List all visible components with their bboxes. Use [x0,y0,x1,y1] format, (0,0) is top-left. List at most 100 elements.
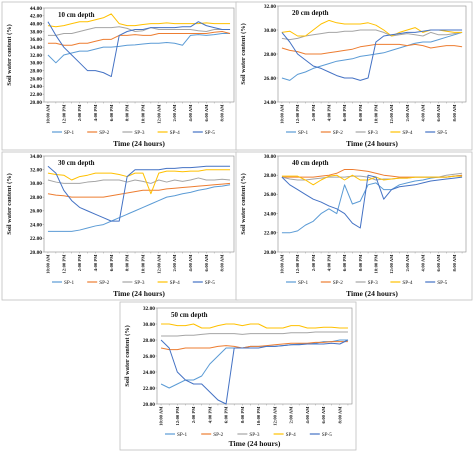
y-tick-label: 30.00 [264,28,276,34]
y-tick-label: 32.00 [30,168,42,174]
chart-panel-50cm: 20.00 22.00 24.00 26.00 28.00 30.00 32.00 10:00… [119,301,357,451]
x-tick-label: 6:00 PM [342,254,347,271]
y-tick-label: 26.00 [30,76,42,82]
x-tick-label: 8:00 PM [358,104,363,121]
x-tick-label: 8:00 PM [240,406,245,423]
chart-title: 20 cm depth [292,9,329,17]
x-tick-label: 6:00 AM [436,254,441,272]
y-tick-label: 30.00 [264,154,276,160]
x-tick-label: 2:00 PM [311,254,316,271]
y-axis-label: Soil water content (%) [240,23,247,84]
x-tick-label: 10:00 PM [374,254,379,274]
y-tick-label: 22.00 [143,386,155,392]
legend-entry: SP-2 [333,130,343,136]
panel-frame [119,301,357,451]
legend-entry: SP-3 [249,432,259,438]
chart-title: 30 cm depth [58,159,95,167]
chart-panel-40cm: 20.00 22.00 24.00 26.00 28.00 30.00 10:00 AM 12… [235,151,473,301]
y-tick-label: 24.00 [30,84,42,90]
x-tick-label: 12:00 AM [156,104,161,124]
x-tick-label: 6:00 AM [436,104,441,122]
x-tick-label: 2:00 AM [172,254,177,272]
legend-entry: SP-3 [368,130,378,136]
chart-title: 40 cm depth [292,159,329,167]
y-axis-label: Soil water content (%) [6,173,13,234]
series-line-sp-1 [47,184,231,232]
legend-entry: SP-1 [298,130,308,136]
x-tick-label: 4:00 PM [207,406,212,423]
y-tick-label: 26.00 [264,76,276,82]
x-tick-label: 2:00 AM [405,104,410,122]
legend-entry: SP-4 [170,280,180,286]
x-tick-label: 4:00 PM [327,254,332,271]
series-line-sp-5 [47,21,231,78]
chart-panel-20cm: 24.00 26.00 28.00 30.00 32.00 10:00 AM 12:00 P… [235,1,473,151]
series-line-sp-4 [161,323,348,329]
y-tick-label: 32.00 [30,53,42,59]
legend-entry: SP-5 [437,130,447,136]
x-tick-label: 6:00 PM [224,406,229,423]
x-tick-label: 10:00 PM [141,254,146,274]
y-tick-label: 38.00 [30,29,42,35]
x-tick-label: 4:00 AM [188,254,193,272]
series-line-sp-1 [281,174,463,234]
x-tick-label: 8:00 PM [125,104,130,121]
legend-entry: SP-4 [402,130,412,136]
x-tick-label: 8:00 AM [452,104,457,122]
x-tick-label: 12:00 AM [389,104,394,124]
x-axis-label: Time (24 hours) [229,439,281,448]
x-tick-label: 10:00 PM [374,104,379,124]
y-tick-label: 24.00 [264,211,276,217]
x-tick-label: 10:00 AM [280,254,285,274]
series-line-sp-2 [160,341,348,351]
series-line-sp-5 [281,174,463,229]
y-tick-label: 30.00 [30,181,42,187]
series-line-sp-5 [281,29,463,81]
panel-frame [1,151,239,301]
plot-area [277,155,467,253]
y-tick-label: 22.00 [30,92,42,98]
x-tick-label: 6:00 PM [109,104,114,121]
x-tick-label: 4:00 AM [421,254,426,272]
x-tick-label: 4:00 AM [305,406,310,424]
legend-entry: SP-2 [99,130,109,136]
y-axis-label: Soil water content (%) [124,325,131,386]
series-line-sp-5 [47,165,231,222]
y-tick-label: 24.00 [30,222,42,228]
x-tick-label: 8:00 AM [220,254,225,272]
y-tick-label: 36.00 [30,37,42,43]
legend-entry: SP-5 [205,130,215,136]
y-axis-label: Soil water content (%) [6,24,13,85]
y-tick-label: 28.00 [264,52,276,58]
series-line-sp-5 [160,339,349,405]
x-tick-label: 2:00 AM [405,254,410,272]
x-tick-label: 12:00 AM [156,254,161,274]
x-tick-label: 8:00 PM [358,254,363,271]
x-tick-label: 12:00 PM [295,254,300,274]
x-tick-label: 12:00 AM [272,406,277,426]
x-tick-label: 10:00 PM [256,406,261,426]
x-tick-label: 4:00 PM [93,104,98,121]
y-tick-label: 26.00 [264,192,276,198]
series-line-sp-1 [281,31,463,81]
x-tick-label: 6:00 PM [342,104,347,121]
x-tick-label: 10:00 AM [280,104,285,124]
y-tick-label: 34.00 [30,154,42,160]
x-tick-label: 10:00 PM [141,104,146,124]
x-tick-label: 6:00 AM [321,406,326,424]
y-tick-label: 40.00 [30,21,42,27]
panel-frame [235,1,473,151]
x-tick-label: 4:00 AM [421,104,426,122]
y-tick-label: 22.00 [30,236,42,242]
y-tick-label: 32.00 [264,4,276,10]
y-tick-label: 26.00 [143,354,155,360]
x-axis-label: Time (24 hours) [346,139,398,148]
chart-panel-30cm: 20.00 22.00 24.00 26.00 28.00 30.00 32.00 34.00… [1,151,239,301]
series-line-sp-2 [281,43,463,55]
x-tick-label: 4:00 AM [188,104,193,122]
y-tick-label: 28.00 [143,338,155,344]
x-tick-label: 6:00 PM [109,254,114,271]
y-tick-label: 20.00 [30,250,42,256]
x-tick-label: 10:00 AM [159,406,164,426]
